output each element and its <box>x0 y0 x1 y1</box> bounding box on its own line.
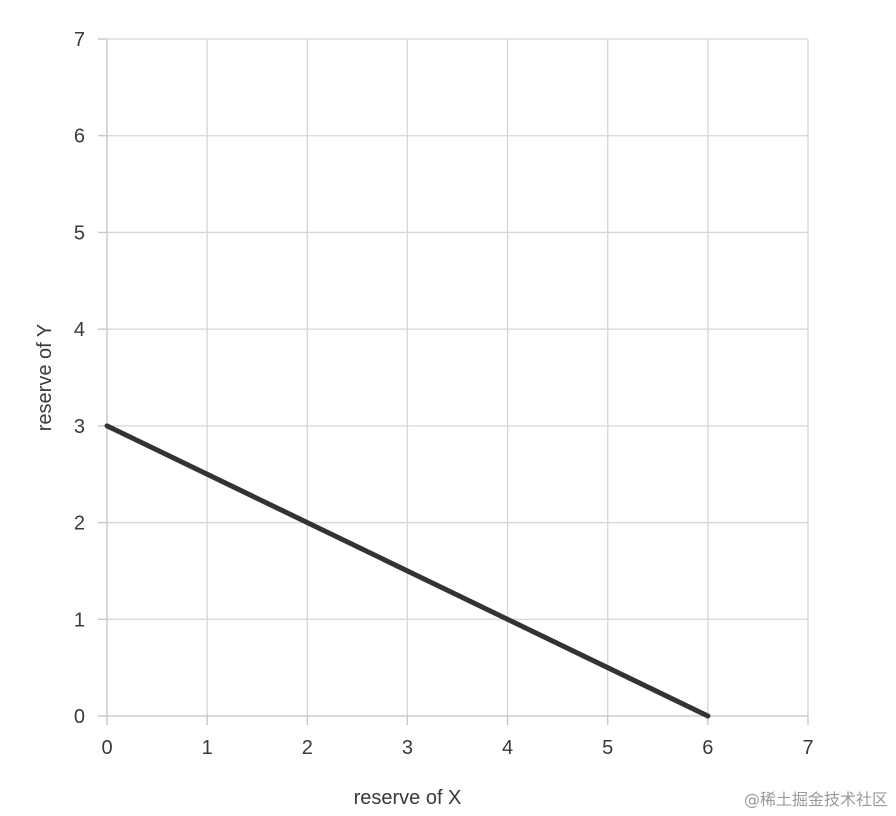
y-tick-label: 2 <box>74 513 85 535</box>
y-tick-label: 7 <box>74 29 85 51</box>
x-tick-label: 6 <box>702 737 713 759</box>
y-axis-title: reserve of Y <box>34 324 56 431</box>
x-tick-label: 3 <box>402 737 413 759</box>
y-tick-label: 3 <box>74 416 85 438</box>
gridlines <box>107 38 809 716</box>
y-tick-label: 5 <box>74 222 85 244</box>
y-tick-label: 0 <box>74 706 85 728</box>
x-tick-label: 5 <box>602 737 613 759</box>
x-tick-label: 4 <box>502 737 513 759</box>
x-axis-title: reserve of X <box>354 787 462 809</box>
x-tick-label: 2 <box>302 737 313 759</box>
series-layer <box>104 423 711 719</box>
series-line <box>104 423 711 719</box>
tick-labels: 0 1 2 3 4 5 6 7 0 1 2 3 4 5 6 7 <box>74 29 814 759</box>
y-tick-label: 6 <box>74 126 85 148</box>
y-tick-label: 4 <box>74 319 85 341</box>
x-tick-label: 7 <box>802 737 813 759</box>
watermark: @稀土掘金技术社区 <box>743 790 888 809</box>
x-tick-label: 1 <box>202 737 213 759</box>
x-tick-label: 0 <box>101 737 112 759</box>
axes <box>98 38 809 725</box>
y-tick-label: 1 <box>74 609 85 631</box>
